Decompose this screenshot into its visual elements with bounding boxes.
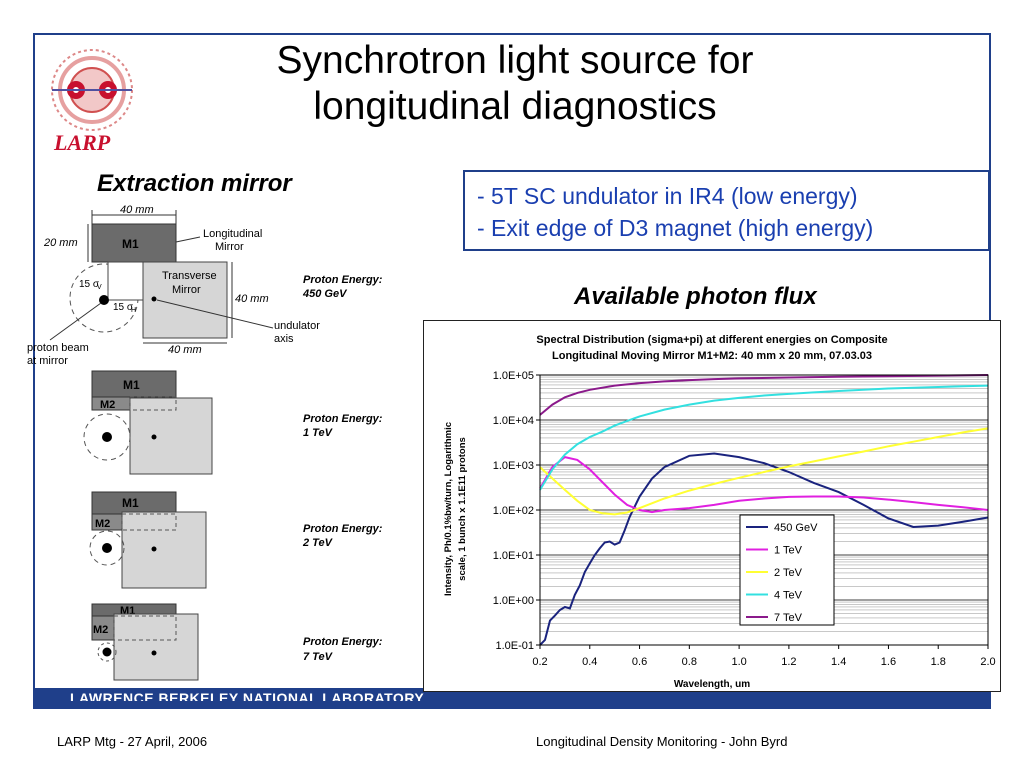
- x-tick-label: 1.0: [731, 656, 746, 668]
- y-axis: 1.0E-01 1.0E+00 1.0E+01 1.0E+02 1.0E+03 1.0E+…: [493, 370, 540, 652]
- energy-label-2: Proton Energy:: [303, 413, 383, 425]
- transverse-label-1: Transverse: [162, 270, 217, 282]
- legend-entry: 2 TeV: [774, 567, 803, 579]
- sigma-h-sub: H: [131, 307, 136, 314]
- m1-label: M1: [122, 237, 139, 251]
- larp-logo-icon: [51, 49, 133, 131]
- panel-1tev: M1 M2 Proton Energy: 1 TeV: [83, 370, 383, 475]
- series-line-4-tev: [539, 384, 989, 491]
- logo-text: LARP: [54, 130, 111, 155]
- chart-title-line-2: Longitudinal Moving Mirror M1+M2: 40 mm …: [552, 350, 872, 362]
- x-tick-label: 1.8: [931, 656, 946, 668]
- longitudinal-label-2: Mirror: [215, 241, 244, 253]
- legend-entry: 1 TeV: [774, 545, 803, 557]
- dim-height-left: 20 mm: [43, 237, 78, 249]
- y-tick-label: 1.0E+03: [493, 460, 534, 472]
- legend-entry: 7 TeV: [774, 612, 803, 624]
- title-line-1: Synchrotron light source for: [276, 39, 754, 82]
- chart-legend: 450 GeV 1 TeV 2 TeV 4 TeV 7 TeV: [739, 514, 835, 626]
- y-tick-label: 1.0E-01: [495, 640, 534, 652]
- band-text: LAWRENCE BERKELEY NATIONAL LABORATORY: [70, 690, 425, 701]
- sigma-v-label: 15 σ: [79, 279, 100, 290]
- m1-label-3: M1: [122, 496, 139, 510]
- energy-label-1: Proton Energy:: [303, 274, 383, 286]
- sigma-v-sub: V: [97, 284, 102, 291]
- m1-label-2: M1: [123, 378, 140, 392]
- x-axis-label: Wavelength, um: [674, 679, 750, 690]
- panel-2tev: M1 M2 Proton Energy: 2 TeV: [89, 491, 383, 589]
- series-line-7-tev: [539, 374, 989, 416]
- series-line-1-tev: [539, 456, 989, 514]
- y-tick-label: 1.0E+04: [493, 415, 534, 427]
- bullet-2: - Exit edge of D3 magnet (high energy): [477, 215, 874, 241]
- x-tick-label: 1.6: [881, 656, 896, 668]
- spectral-chart: Spectral Distribution (sigma+pi) at diff…: [443, 334, 996, 690]
- energy-value-1: 450 GeV: [302, 288, 348, 300]
- beam-label-2: at mirror: [27, 355, 68, 367]
- footer-band: [33, 688, 991, 709]
- m2-label-4: M2: [93, 624, 108, 636]
- x-tick-label: 2.0: [980, 656, 995, 668]
- m1-mirror: [91, 223, 177, 263]
- dim-height-right: 40 mm: [235, 293, 269, 305]
- y-axis-label-1: Intensity, Ph/0.1%bw/turn, Logarithmic: [443, 422, 454, 596]
- x-tick-label: 0.6: [632, 656, 647, 668]
- y-tick-label: 1.0E+05: [493, 370, 534, 382]
- legend-box: [739, 514, 835, 626]
- legend-entry: 450 GeV: [774, 522, 818, 534]
- series-line-2-tev: [539, 427, 989, 516]
- beam-label-1: proton beam: [27, 342, 89, 354]
- energy-value-2: 1 TeV: [303, 427, 334, 439]
- page-title: Synchrotron light source for longitudina…: [170, 38, 860, 130]
- x-tick-label: 1.4: [831, 656, 846, 668]
- title-line-2: longitudinal diagnostics: [313, 85, 717, 128]
- m2-label-3: M2: [95, 518, 110, 530]
- y-tick-label: 1.0E+00: [493, 595, 534, 607]
- footer-right: Longitudinal Density Monitoring - John B…: [536, 734, 788, 749]
- bullet-box: - 5T SC undulator in IR4 (low energy) - …: [463, 170, 990, 251]
- bullet-1: - 5T SC undulator in IR4 (low energy): [477, 183, 858, 209]
- m2-label-2: M2: [100, 399, 115, 411]
- undulator-label-2: axis: [274, 333, 294, 345]
- chart-container: Spectral Distribution (sigma+pi) at diff…: [423, 320, 1001, 692]
- undulator-label-1: undulator: [274, 320, 320, 332]
- sigma-h-label: 15 σ: [113, 302, 134, 313]
- legend-entry: 4 TeV: [774, 590, 803, 602]
- proton-beam-dot: [99, 295, 109, 305]
- x-tick-label: 0.2: [532, 656, 547, 668]
- undulator-axis-dot: [151, 296, 157, 302]
- chart-title-line-1: Spectral Distribution (sigma+pi) at diff…: [536, 334, 887, 346]
- mirror-diagram: 40 mm 20 mm M1 Transverse Mirror 15 σ V …: [27, 204, 383, 681]
- y-tick-label: 1.0E+01: [493, 550, 534, 562]
- footer-left: LARP Mtg - 27 April, 2006: [57, 734, 208, 749]
- photon-flux-heading: Available photon flux: [574, 283, 817, 310]
- energy-label-4: Proton Energy:: [303, 636, 383, 648]
- dim-width-top: 40 mm: [120, 204, 154, 216]
- panel-450gev: 40 mm 20 mm M1 Transverse Mirror 15 σ V …: [27, 204, 383, 367]
- y-axis-label-2: scale, 1 bunch x 1.1E11 protons: [457, 437, 468, 581]
- x-axis: 0.2 0.4 0.6 0.8 1.0 1.2 1.4 1.6 1.8 2.0: [532, 645, 996, 668]
- longitudinal-label-1: Longitudinal: [203, 228, 262, 240]
- energy-value-4: 7 TeV: [303, 651, 334, 663]
- x-tick-label: 0.4: [582, 656, 597, 668]
- extraction-mirror-heading: Extraction mirror: [97, 170, 292, 197]
- y-tick-label: 1.0E+02: [493, 505, 534, 517]
- chart-series: [539, 374, 989, 646]
- dim-width-bottom: 40 mm: [168, 344, 202, 356]
- energy-label-3: Proton Energy:: [303, 523, 383, 535]
- transverse-label-2: Mirror: [172, 284, 201, 296]
- panel-7tev: M1 M2 Proton Energy: 7 TeV: [91, 603, 383, 681]
- x-tick-label: 1.2: [781, 656, 796, 668]
- energy-value-3: 2 TeV: [302, 537, 334, 549]
- x-tick-label: 0.8: [682, 656, 697, 668]
